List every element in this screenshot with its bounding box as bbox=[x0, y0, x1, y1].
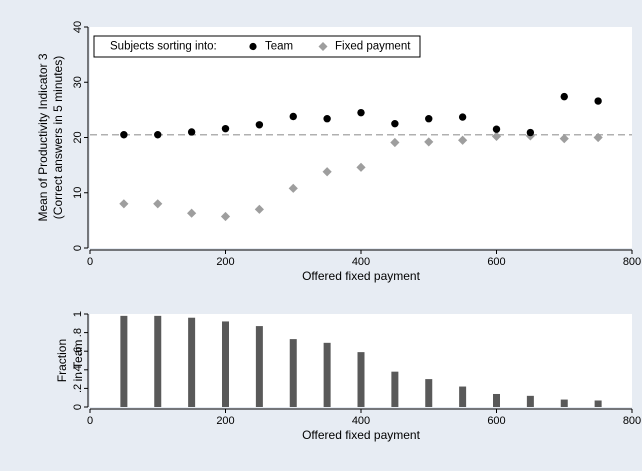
fixed-payment-point bbox=[559, 134, 569, 144]
team-point bbox=[255, 121, 264, 129]
fixed-payment-point bbox=[390, 137, 400, 148]
fraction-bar bbox=[222, 321, 229, 407]
fraction-bar bbox=[357, 352, 365, 407]
team-point bbox=[560, 92, 568, 101]
team-point bbox=[526, 128, 535, 137]
team-point bbox=[221, 124, 230, 133]
fixed-payment-point bbox=[187, 208, 197, 218]
y-tick-label: 1 bbox=[72, 311, 84, 317]
y-axis-title: Fraction bbox=[55, 339, 69, 382]
x-tick-label: 800 bbox=[623, 256, 641, 268]
legend-team-marker bbox=[249, 42, 257, 51]
y-tick-label: 40 bbox=[72, 21, 84, 33]
fraction-bar bbox=[594, 400, 602, 407]
fixed-payment-point bbox=[119, 199, 129, 209]
fixed-payment-point bbox=[288, 183, 298, 193]
x-axis-title: Offered fixed payment bbox=[302, 428, 421, 442]
y-axis-title: in Team bbox=[71, 340, 85, 382]
fraction-bar bbox=[255, 326, 263, 407]
fraction-bar bbox=[154, 315, 162, 407]
y-tick-label: .8 bbox=[72, 328, 84, 337]
team-point bbox=[187, 128, 196, 136]
x-tick-label: 0 bbox=[87, 415, 93, 427]
legend-fixed-label: Fixed payment bbox=[335, 41, 411, 53]
y-tick-label: 10 bbox=[72, 187, 84, 199]
fraction-bar bbox=[560, 399, 568, 407]
fixed-payment-point bbox=[491, 131, 502, 141]
fixed-payment-point bbox=[424, 137, 434, 147]
fixed-payment-point bbox=[153, 199, 163, 209]
fixed-payment-point bbox=[322, 167, 332, 177]
team-point bbox=[594, 97, 602, 105]
fraction-bar bbox=[526, 395, 534, 407]
legend-box bbox=[93, 35, 421, 58]
team-point bbox=[154, 131, 162, 139]
fraction-bar bbox=[493, 393, 500, 407]
plot-area bbox=[90, 27, 632, 248]
fraction-bar bbox=[120, 315, 128, 407]
y-tick-label: 30 bbox=[72, 76, 84, 88]
x-tick-label: 200 bbox=[216, 256, 234, 268]
fixed-payment-point bbox=[356, 162, 366, 172]
x-tick-label: 400 bbox=[352, 256, 370, 268]
team-point bbox=[357, 108, 365, 117]
y-tick-label: .2 bbox=[72, 384, 84, 393]
fixed-payment-point bbox=[593, 132, 603, 143]
y-axis-title: (Correct answers in 5 minutes) bbox=[51, 56, 65, 219]
fixed-payment-point bbox=[458, 135, 468, 145]
x-tick-label: 200 bbox=[216, 415, 234, 427]
fixed-payment-point bbox=[254, 204, 264, 214]
x-tick-label: 600 bbox=[487, 415, 505, 427]
fraction-bar bbox=[188, 317, 196, 407]
fraction-bar bbox=[289, 339, 297, 407]
bar-panel: 0 .2 .4 .6 .8 1 0 200 400 600 800 Offered fixed pay… bbox=[55, 311, 641, 442]
legend-team-label: Team bbox=[265, 41, 293, 53]
fraction-bar bbox=[391, 371, 399, 407]
y-tick-label: .6 bbox=[72, 347, 84, 356]
team-point bbox=[391, 119, 399, 128]
fraction-bar bbox=[459, 386, 467, 407]
y-tick-label: .4 bbox=[72, 365, 84, 374]
team-point bbox=[425, 115, 433, 123]
x-axis-title: Offered fixed payment bbox=[302, 269, 421, 283]
fixed-payment-point bbox=[220, 211, 231, 222]
x-tick-label: 400 bbox=[352, 415, 370, 427]
fraction-bar bbox=[425, 379, 433, 407]
y-tick-label: 0 bbox=[72, 245, 84, 251]
y-tick-label: 0 bbox=[72, 404, 84, 410]
x-tick-label: 600 bbox=[487, 256, 505, 268]
team-point bbox=[492, 125, 501, 133]
fraction-bar bbox=[323, 342, 331, 407]
legend-title: Subjects sorting into: bbox=[110, 41, 217, 53]
team-point bbox=[120, 131, 128, 139]
team-point bbox=[289, 112, 297, 121]
legend-fixed-marker bbox=[318, 42, 328, 51]
y-tick-label: 20 bbox=[72, 131, 84, 143]
x-tick-label: 800 bbox=[623, 415, 641, 427]
team-point bbox=[323, 115, 331, 123]
team-point bbox=[458, 113, 467, 121]
x-tick-label: 0 bbox=[87, 256, 93, 268]
y-axis-title: Mean of Productivity Indicator 3 bbox=[36, 53, 50, 221]
